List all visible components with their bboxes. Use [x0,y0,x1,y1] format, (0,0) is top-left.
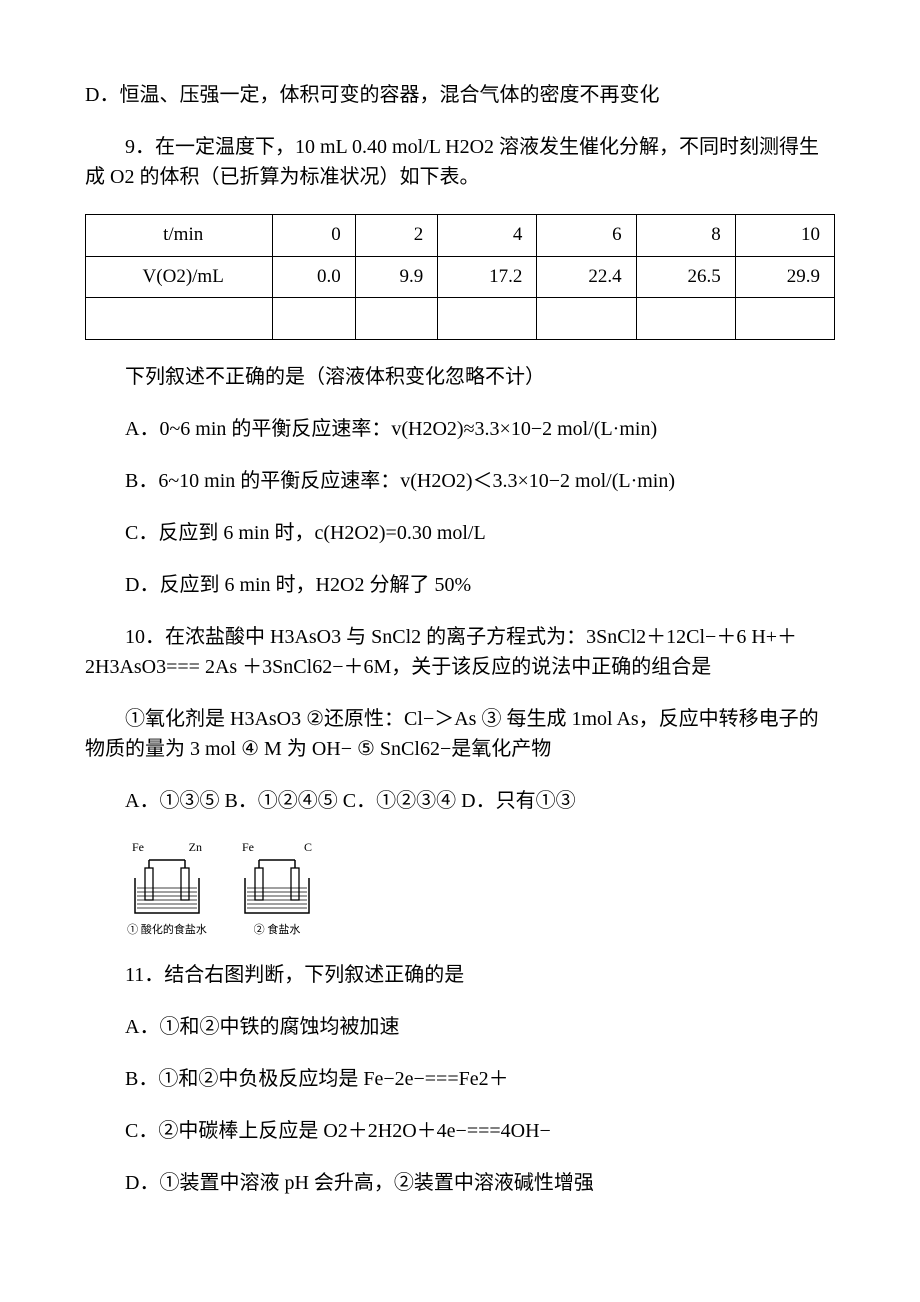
table-cell: 22.4 [537,256,636,298]
q9-after-table: 下列叙述不正确的是（溶液体积变化忽略不计） [85,362,835,392]
electrochemistry-diagram: Fe Zn ① 酸化的食盐水 Fe [127,838,835,939]
table-cell: 2 [355,215,437,257]
table-row: t/min 0 2 4 6 8 10 [86,215,835,257]
q11-option-a: A．①和②中铁的腐蚀均被加速 [85,1012,835,1042]
beaker-caption-2: ② 食盐水 [254,922,301,939]
table-cell: 29.9 [735,256,834,298]
q8-option-d: D．恒温、压强一定，体积可变的容器，混合气体的密度不再变化 [85,80,835,110]
q11-option-c: C．②中碳棒上反应是 O2＋2H2O＋4e−===4OH− [85,1116,835,1146]
table-cell: 0 [273,215,355,257]
table-header-time: t/min [86,215,273,257]
q9-option-c: C．反应到 6 min 时，c(H2O2)=0.30 mol/L [85,518,835,548]
table-cell: 10 [735,215,834,257]
q10-options: A．①③⑤ B．①②④⑤ C．①②③④ D．只有①③ [85,786,835,816]
beaker-icon [237,858,317,918]
q9-stem: 9．在一定温度下，10 mL 0.40 mol/L H2O2 溶液发生催化分解，… [85,132,835,192]
table-cell: 17.2 [438,256,537,298]
electrode-label-left: Fe [242,838,254,856]
q11-stem: 11．结合右图判断，下列叙述正确的是 [85,960,835,990]
table-cell: 9.9 [355,256,437,298]
q9-option-b: B．6~10 min 的平衡反应速率：v(H2O2)＜3.3×10−2 mol/… [85,466,835,496]
electrode-label-right: C [304,838,312,856]
q9-option-a: A．0~6 min 的平衡反应速率：v(H2O2)≈3.3×10−2 mol/(… [85,414,835,444]
table-header-volume: V(O2)/mL [86,256,273,298]
table-cell: 8 [636,215,735,257]
table-cell: 0.0 [273,256,355,298]
q9-data-table: t/min 0 2 4 6 8 10 V(O2)/mL 0.0 9.9 17.2… [85,214,835,340]
beaker-caption-1: ① 酸化的食盐水 [127,922,207,939]
q10-statements: ①氧化剂是 H3AsO3 ②还原性：Cl−＞As ③ 每生成 1mol As，反… [85,704,835,764]
electrode-label-left: Fe [132,838,144,856]
electrode-label-right: Zn [189,838,202,856]
beaker-unit-2: Fe C ② 食盐水 [237,838,317,939]
q11-option-b: B．①和②中负极反应均是 Fe−2e−===Fe2＋ [85,1064,835,1094]
q10-stem: 10．在浓盐酸中 H3AsO3 与 SnCl2 的离子方程式为：3SnCl2＋1… [85,622,835,682]
table-cell: 4 [438,215,537,257]
table-row-empty [86,298,835,340]
beaker-icon [127,858,207,918]
table-cell: 26.5 [636,256,735,298]
q9-option-d: D．反应到 6 min 时，H2O2 分解了 50% [85,570,835,600]
table-cell: 6 [537,215,636,257]
table-row: V(O2)/mL 0.0 9.9 17.2 22.4 26.5 29.9 [86,256,835,298]
beaker-unit-1: Fe Zn ① 酸化的食盐水 [127,838,207,939]
q11-option-d: D．①装置中溶液 pH 会升高，②装置中溶液碱性增强 [85,1168,835,1198]
